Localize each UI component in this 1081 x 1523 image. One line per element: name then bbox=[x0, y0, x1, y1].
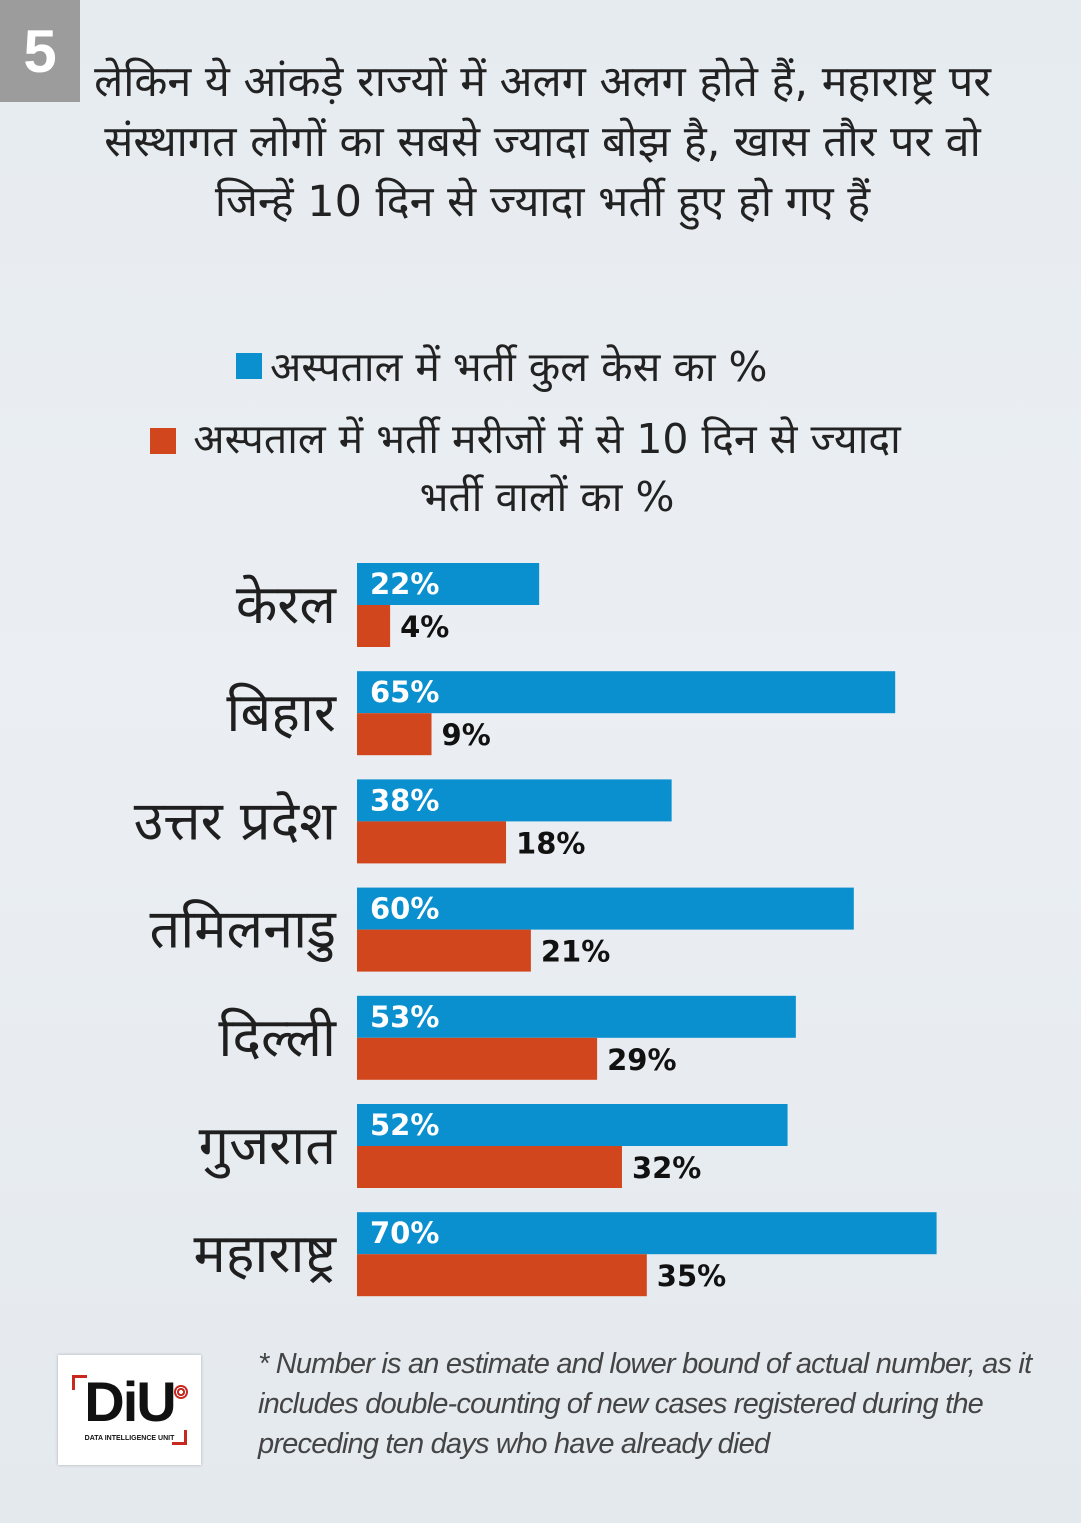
bar-value-over-10-days: 9% bbox=[442, 718, 491, 752]
logo-corner-mark bbox=[72, 1375, 87, 1390]
bar-over-10-days bbox=[357, 929, 531, 972]
bar-over-10-days bbox=[357, 713, 432, 756]
legend-item-over-10-days: अस्पताल में भर्ती मरीजों में से 10 दिन स… bbox=[150, 410, 910, 526]
logo-subtitle: DATA INTELLIGENCE UNIT bbox=[84, 1435, 175, 1442]
bar-value-over-10-days: 35% bbox=[657, 1259, 726, 1293]
legend-item-total-admitted: अस्पताल में भर्ती कुल केस का % bbox=[236, 338, 767, 394]
slide-number-badge: 5 bbox=[0, 0, 80, 102]
bar-value-total-admitted: 52% bbox=[370, 1108, 439, 1142]
footnote: * Number is an estimate and lower bound … bbox=[258, 1348, 1032, 1460]
state-label: महाराष्ट्र bbox=[193, 1222, 337, 1285]
bar-over-10-days bbox=[357, 1146, 622, 1188]
bar-total-admitted bbox=[357, 671, 896, 714]
state-label: दिल्ली bbox=[218, 1006, 337, 1069]
bar-value-total-admitted: 60% bbox=[370, 892, 439, 926]
bar-value-total-admitted: 70% bbox=[370, 1216, 439, 1250]
bar-over-10-days bbox=[357, 1037, 598, 1080]
bar-over-10-days bbox=[357, 605, 391, 647]
state-label: तमिलनाडु bbox=[149, 898, 337, 963]
bar-over-10-days bbox=[357, 1254, 647, 1297]
state-label: बिहार bbox=[226, 681, 336, 744]
state-label: केरल bbox=[236, 573, 338, 636]
logo-wordmark: DiU bbox=[84, 1370, 176, 1433]
legend-swatch-blue bbox=[236, 353, 262, 379]
bar-total-admitted bbox=[357, 995, 796, 1038]
bar-value-over-10-days: 21% bbox=[541, 935, 610, 969]
state-label: गुजरात bbox=[199, 1114, 338, 1179]
bar-total-admitted bbox=[357, 1212, 937, 1255]
bar-value-over-10-days: 29% bbox=[607, 1043, 676, 1077]
bar-value-total-admitted: 53% bbox=[370, 1000, 439, 1034]
bar-total-admitted bbox=[357, 779, 672, 822]
legend-label-over-10-days: अस्पताल में भर्ती मरीजों में से 10 दिन स… bbox=[193, 415, 901, 521]
bar-chart: केरल 22% 4% बिहार 65%9% उत्तर प्रदेश 38% 18% तमि… bbox=[134, 563, 937, 1297]
bar-total-admitted bbox=[357, 1104, 788, 1146]
bar-over-10-days bbox=[357, 821, 507, 864]
diu-logo: DiU DATA INTELLIGENCE UNIT bbox=[58, 1355, 201, 1465]
legend-label-total-admitted: अस्पताल में भर्ती कुल केस का % bbox=[270, 343, 768, 391]
bar-total-admitted bbox=[357, 887, 854, 930]
bar-value-total-admitted: 65% bbox=[370, 675, 439, 709]
bar-value-total-admitted: 38% bbox=[370, 783, 439, 817]
logo-corner-mark bbox=[172, 1430, 187, 1445]
state-label: उत्तर प्रदेश bbox=[134, 789, 338, 852]
bar-total-admitted bbox=[357, 563, 540, 605]
logo-target-icon bbox=[174, 1385, 188, 1399]
bar-value-over-10-days: 32% bbox=[632, 1151, 701, 1185]
bar-value-total-admitted: 22% bbox=[370, 567, 439, 601]
legend-swatch-red bbox=[150, 428, 176, 454]
bar-value-over-10-days: 18% bbox=[516, 826, 585, 860]
headline: लेकिन ये आंकड़े राज्यों में अलग अलग होते… bbox=[94, 57, 991, 227]
bar-value-over-10-days: 4% bbox=[400, 610, 449, 644]
